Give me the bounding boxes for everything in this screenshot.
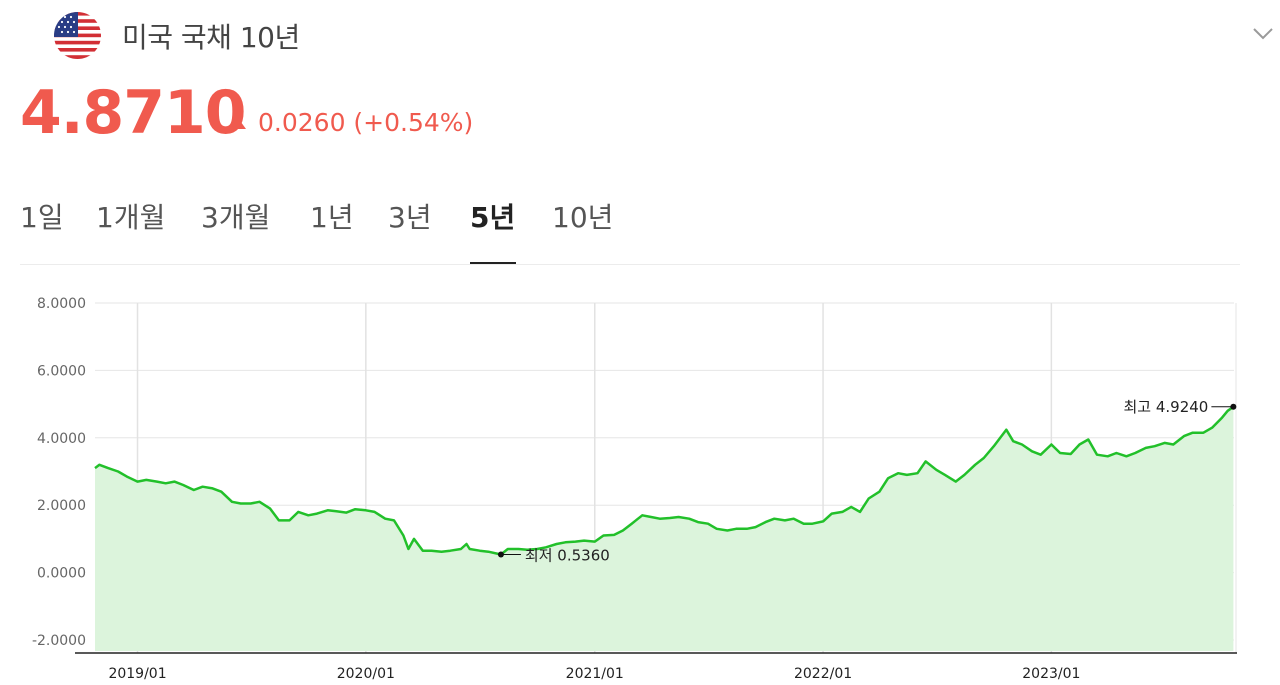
current-price: 4.8710 <box>20 78 247 148</box>
tab-1y[interactable]: 1년 <box>310 201 354 234</box>
y-axis-labels: 8.0000 6.0000 4.0000 2.0000 0.0000 -2.0000 <box>32 296 86 649</box>
active-tab-indicator <box>470 262 516 264</box>
tab-3y[interactable]: 3년 <box>388 201 432 234</box>
y-tick-label: 4.0000 <box>37 431 86 447</box>
up-arrow-icon <box>230 118 246 129</box>
min-label: 최저 0.5360 <box>525 547 610 565</box>
series-line <box>94 405 1235 556</box>
tab-1d[interactable]: 1일 <box>20 201 64 234</box>
area-fill <box>95 406 1234 651</box>
yield-chart: 8.0000 6.0000 4.0000 2.0000 0.0000 -2.0000 20… <box>32 296 1237 682</box>
chevron-down-icon[interactable] <box>1250 20 1276 46</box>
price-change: 0.0260 (+0.54%) <box>258 108 474 137</box>
chart-annotations: 최고 4.9240 최저 0.5360 <box>497 398 1237 565</box>
y-tick-label: 8.0000 <box>37 296 86 312</box>
y-tick-label: -2.0000 <box>32 633 86 649</box>
y-tick-label: 6.0000 <box>37 363 86 379</box>
tab-1m[interactable]: 1개월 <box>96 201 166 234</box>
x-tick-label: 2022/01 <box>794 666 852 682</box>
y-tick-label: 0.0000 <box>37 566 86 582</box>
tab-3m[interactable]: 3개월 <box>201 201 271 234</box>
max-label: 최고 4.9240 <box>1124 398 1209 416</box>
tab-5y[interactable]: 5년 <box>470 201 516 234</box>
tab-10y[interactable]: 10년 <box>552 201 614 234</box>
us-flag-icon <box>54 12 101 59</box>
x-axis-labels: 2019/01 2020/01 2021/01 2022/01 2023/01 <box>108 666 1080 682</box>
divider <box>20 264 1240 265</box>
x-tick-label: 2020/01 <box>337 666 395 682</box>
x-tick-label: 2021/01 <box>566 666 624 682</box>
instrument-title: 미국 국채 10년 <box>122 21 300 54</box>
x-tick-label: 2023/01 <box>1022 666 1080 682</box>
y-tick-label: 2.0000 <box>37 498 86 514</box>
x-tick-label: 2019/01 <box>108 666 166 682</box>
